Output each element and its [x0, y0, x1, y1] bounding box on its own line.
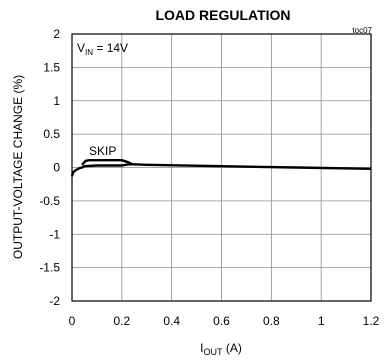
x-axis-label-unit: (A): [223, 341, 242, 355]
x-axis-label-subscript: OUT: [204, 347, 224, 357]
x-axis-label-main: I: [200, 341, 203, 355]
y-tick-label: 0: [53, 161, 60, 175]
vin-subscript: IN: [85, 48, 93, 57]
x-tick-label: 0.4: [163, 314, 180, 328]
y-tick-label: -2: [49, 294, 60, 308]
y-tick-label: 2: [53, 27, 60, 41]
vin-symbol: V: [77, 41, 85, 55]
x-tick-label: 1: [318, 314, 325, 328]
plot-frame: [71, 33, 372, 302]
x-tick-label: 1.2: [363, 314, 380, 328]
y-tick-label: -1: [49, 227, 60, 241]
skip-mode-curve: [81, 159, 133, 166]
x-tick-label: 0.6: [213, 314, 230, 328]
x-tick-label: 0.8: [263, 314, 280, 328]
x-tick-labels: 0 0.2 0.4 0.6 0.8 1 1.2: [69, 314, 380, 328]
vin-value: = 14V: [93, 41, 128, 55]
y-tick-label: -0.5: [39, 194, 60, 208]
y-tick-label: 1: [53, 94, 60, 108]
y-axis-label: OUTPUT-VOLTAGE CHANGE (%): [11, 75, 25, 259]
figure-tag: toc07: [352, 26, 372, 35]
skip-annotation: SKIP: [89, 144, 116, 158]
y-tick-label: -1.5: [39, 261, 60, 275]
x-tick-label: 0.2: [113, 314, 130, 328]
vin-annotation: VIN = 14V: [77, 41, 128, 57]
y-tick-labels: 2 1.5 1 0.5 0 -0.5 -1 -1.5 -2: [39, 27, 60, 308]
curves: [70, 159, 372, 177]
grid: [71, 33, 372, 302]
x-axis-label: IOUT (A): [200, 341, 242, 357]
y-tick-label: 1.5: [43, 60, 60, 74]
x-tick-label: 0: [69, 314, 76, 328]
regulation-curve: [70, 163, 372, 177]
y-tick-label: 0.5: [43, 127, 60, 141]
chart-title: LOAD REGULATION: [155, 7, 290, 23]
